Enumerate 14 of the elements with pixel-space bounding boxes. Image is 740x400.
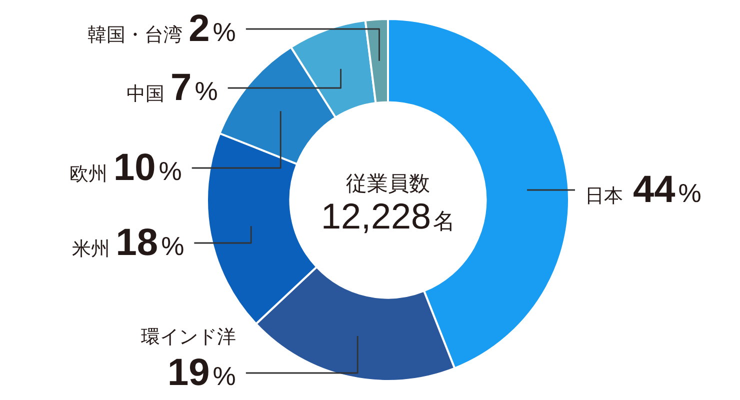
data-label: 10% xyxy=(113,147,182,189)
data-label: 19% xyxy=(168,352,236,394)
slice-label: 米州 xyxy=(72,239,110,260)
slice-label: 中国 xyxy=(126,84,165,105)
slice-label: 欧州 xyxy=(69,164,108,185)
text: 12,228名 xyxy=(320,196,456,236)
slice-label: 環インド洋 xyxy=(140,327,236,348)
slice-label: 韓国・台湾 xyxy=(88,24,183,46)
slice-label: 日本 xyxy=(585,186,623,207)
data-label: 18% xyxy=(116,222,184,264)
data-label: 2% xyxy=(188,8,236,50)
text: 従業員数 xyxy=(346,172,430,196)
data-label: 44% xyxy=(633,169,702,211)
data-label: 7% xyxy=(170,67,218,109)
